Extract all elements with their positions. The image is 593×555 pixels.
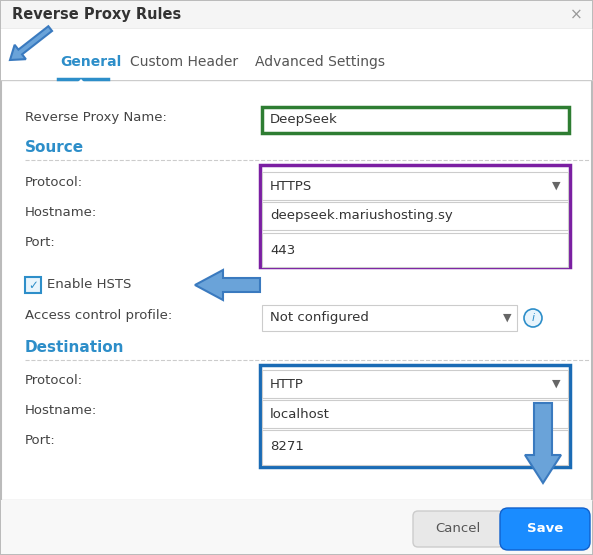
Text: Cancel: Cancel [435, 522, 480, 536]
Text: Custom Header: Custom Header [130, 55, 238, 69]
FancyBboxPatch shape [262, 172, 568, 200]
Polygon shape [75, 79, 87, 85]
Text: Not configured: Not configured [270, 311, 369, 325]
FancyBboxPatch shape [25, 277, 41, 293]
Text: ▼: ▼ [551, 181, 560, 191]
Text: Advanced Settings: Advanced Settings [255, 55, 385, 69]
Text: HTTP: HTTP [270, 377, 304, 391]
Text: deepseek.mariushosting.sy: deepseek.mariushosting.sy [270, 209, 452, 223]
Text: ▼: ▼ [551, 379, 560, 389]
FancyBboxPatch shape [1, 500, 592, 554]
Text: localhost: localhost [270, 407, 330, 421]
Text: Protocol:: Protocol: [25, 175, 83, 189]
Text: Enable HSTS: Enable HSTS [47, 279, 132, 291]
Text: Access control profile:: Access control profile: [25, 309, 172, 321]
Text: 443: 443 [270, 244, 295, 256]
Circle shape [524, 309, 542, 327]
Text: ×: × [570, 8, 582, 23]
FancyBboxPatch shape [500, 508, 590, 550]
FancyBboxPatch shape [1, 1, 592, 29]
Text: Hostname:: Hostname: [25, 403, 97, 416]
Text: Reverse Proxy Rules: Reverse Proxy Rules [12, 8, 181, 23]
Text: General: General [60, 55, 121, 69]
Text: 8271: 8271 [270, 441, 304, 453]
Polygon shape [10, 26, 52, 60]
Text: i: i [531, 313, 534, 323]
FancyBboxPatch shape [262, 305, 517, 331]
Text: Port:: Port: [25, 236, 56, 250]
FancyBboxPatch shape [262, 202, 568, 230]
Text: Destination: Destination [25, 341, 125, 356]
Text: Source: Source [25, 140, 84, 155]
Text: Save: Save [527, 522, 563, 536]
FancyBboxPatch shape [262, 107, 569, 133]
FancyBboxPatch shape [413, 511, 503, 547]
Text: Reverse Proxy Name:: Reverse Proxy Name: [25, 110, 167, 124]
Polygon shape [525, 403, 561, 483]
Text: ✓: ✓ [28, 279, 38, 291]
Text: Hostname:: Hostname: [25, 205, 97, 219]
Polygon shape [195, 270, 260, 300]
FancyBboxPatch shape [262, 370, 568, 398]
FancyBboxPatch shape [262, 430, 568, 465]
FancyBboxPatch shape [1, 29, 592, 80]
FancyBboxPatch shape [262, 233, 568, 267]
FancyBboxPatch shape [262, 400, 568, 428]
Text: DeepSeek: DeepSeek [270, 114, 338, 127]
Text: ▼: ▼ [503, 313, 511, 323]
Text: HTTPS: HTTPS [270, 179, 313, 193]
Text: Protocol:: Protocol: [25, 374, 83, 386]
Text: Port:: Port: [25, 433, 56, 447]
